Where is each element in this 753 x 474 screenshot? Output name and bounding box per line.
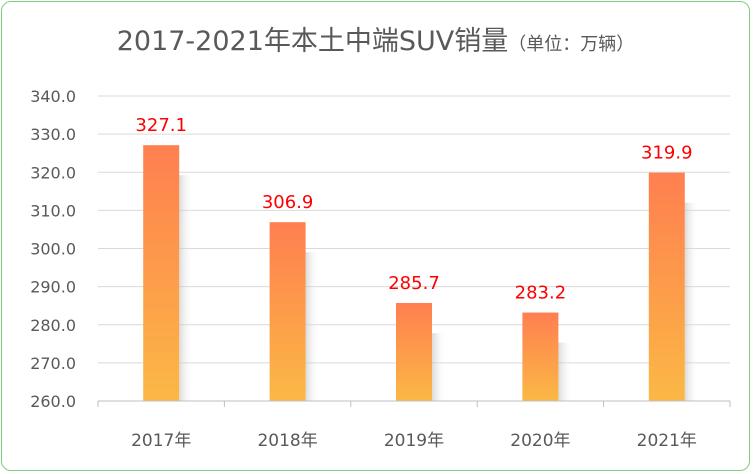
y-axis-ticks: 260.0 270.0 280.0 290.0 300.0 310.0 320.0 330.0… — [30, 87, 76, 411]
title-unit: （单位：万辆） — [508, 34, 635, 55]
bar-shadow — [558, 342, 573, 401]
chart-title: 2017-2021年本土中端SUV销量（单位：万辆） — [2, 22, 749, 65]
x-axis-ticks: 2017年 2018年 2019年 2020年 2021年 — [131, 431, 697, 451]
bar — [269, 222, 306, 401]
data-labels: 327.1 306.9 285.7 283.2 319.9 — [135, 115, 692, 303]
bar-shadow — [305, 252, 320, 401]
bar — [648, 172, 685, 401]
x-axis — [97, 400, 731, 407]
data-label: 285.7 — [388, 273, 440, 294]
bar-shadows — [179, 175, 699, 401]
data-label: 327.1 — [135, 115, 187, 136]
data-label: 306.9 — [262, 192, 314, 213]
title-text: 2017-2021年本土中端SUV销量 — [116, 26, 509, 57]
x-tick-label: 2020年 — [510, 431, 570, 451]
x-tick-label: 2021年 — [637, 431, 697, 451]
bar — [522, 312, 559, 401]
y-tick-label: 260.0 — [30, 392, 76, 411]
bar — [143, 145, 180, 401]
bar — [396, 303, 432, 401]
y-tick-label: 280.0 — [30, 316, 76, 335]
y-tick-label: 340.0 — [30, 87, 76, 106]
data-label: 319.9 — [641, 143, 693, 164]
x-tick-label: 2019年 — [384, 431, 444, 451]
data-label: 283.2 — [515, 283, 567, 304]
y-tick-label: 310.0 — [30, 201, 76, 220]
bar-shadow — [179, 175, 194, 401]
y-tick-label: 320.0 — [30, 163, 76, 182]
y-tick-label: 300.0 — [30, 240, 76, 259]
x-tick-label: 2018年 — [257, 431, 317, 451]
bars — [143, 145, 685, 401]
y-tick-label: 330.0 — [30, 125, 76, 144]
y-tick-label: 290.0 — [30, 278, 76, 297]
bar-shadow — [432, 333, 446, 401]
x-tick-label: 2017年 — [131, 431, 191, 451]
y-tick-label: 270.0 — [30, 354, 76, 373]
bar-shadow — [684, 202, 699, 401]
